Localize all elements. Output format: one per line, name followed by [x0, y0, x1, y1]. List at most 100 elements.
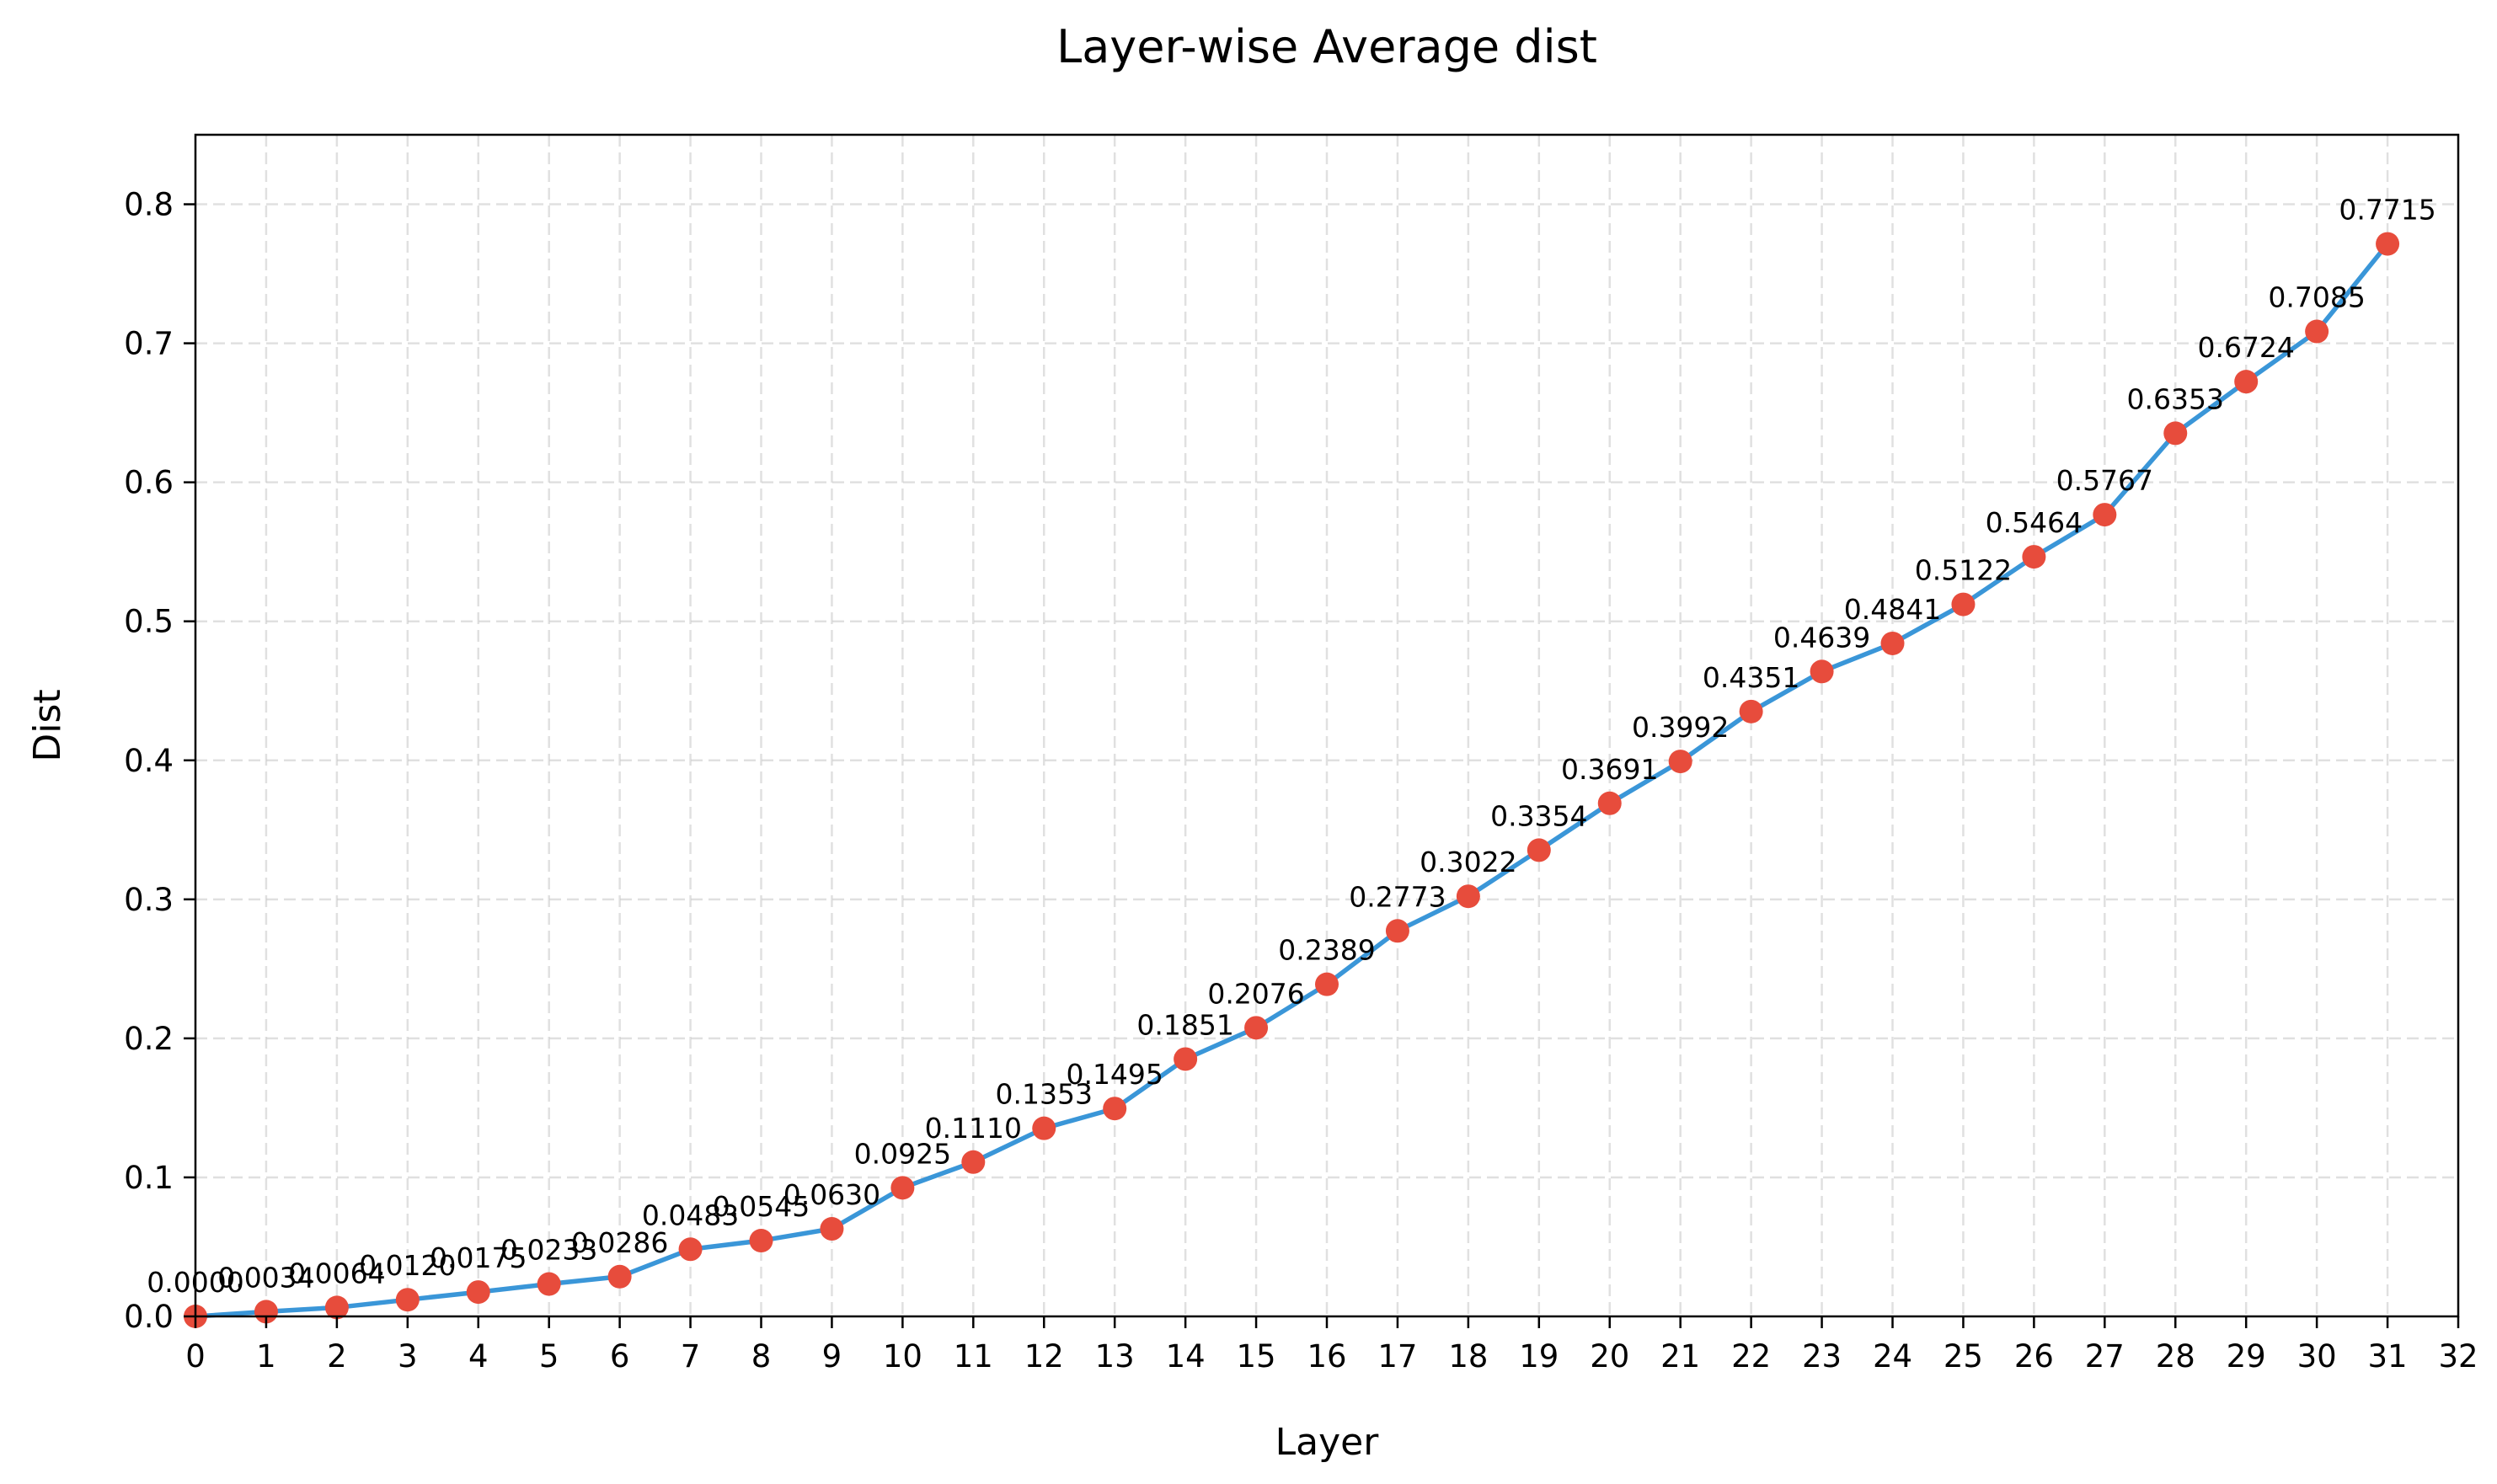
data-label: 0.0175	[430, 1241, 527, 1274]
data-label: 0.3022	[1420, 846, 1516, 878]
x-tick-label: 15	[1237, 1338, 1276, 1375]
x-tick-label: 25	[1944, 1338, 1983, 1375]
x-tick-label: 3	[398, 1338, 418, 1375]
data-label: 0.1851	[1136, 1008, 1233, 1041]
x-tick-label: 4	[468, 1338, 489, 1375]
x-tick-label: 7	[681, 1338, 701, 1375]
x-tick-label: 1	[256, 1338, 276, 1375]
data-point	[2163, 421, 2188, 446]
data-point	[2234, 370, 2259, 394]
data-label: 0.0286	[571, 1226, 668, 1259]
data-label: 0.0233	[500, 1234, 597, 1267]
data-label: 0.3354	[1490, 799, 1587, 832]
data-point	[1527, 838, 1551, 862]
x-tick-label: 23	[1802, 1338, 1842, 1375]
data-point	[1244, 1016, 1269, 1040]
data-label: 0.1353	[996, 1078, 1093, 1111]
data-label: 0.4639	[1773, 621, 1870, 654]
x-tick-label: 32	[2438, 1338, 2478, 1375]
x-tick-label: 0	[185, 1338, 206, 1375]
data-label: 0.0120	[359, 1249, 456, 1282]
x-tick-label: 31	[2368, 1338, 2408, 1375]
y-tick-label: 0.8	[124, 187, 174, 223]
y-tick-label: 0.4	[124, 743, 174, 779]
data-label: 0.0545	[713, 1190, 810, 1223]
x-tick-label: 29	[2227, 1338, 2266, 1375]
x-tick-label: 21	[1660, 1338, 1700, 1375]
data-point	[466, 1280, 490, 1305]
data-label: 0.7715	[2339, 194, 2436, 227]
data-label: 0.6724	[2197, 331, 2294, 364]
data-point	[1315, 972, 1339, 996]
x-tick-label: 26	[2014, 1338, 2054, 1375]
x-tick-label: 11	[954, 1338, 993, 1375]
data-point	[1032, 1116, 1056, 1140]
x-tick-label: 27	[2085, 1338, 2125, 1375]
y-tick-label: 0.0	[124, 1299, 174, 1335]
data-label: 0.5122	[1915, 554, 2012, 587]
data-point	[1668, 750, 1692, 774]
data-label: 0.5464	[1986, 506, 2083, 539]
data-point	[395, 1288, 420, 1312]
data-label: 0.2076	[1207, 977, 1304, 1010]
axis-ticks: 0 1 2 3 4 5 6 7 8 9 10 11 12 13 14 15 16 17 18 19 20 21 22 23 24…	[124, 187, 2478, 1375]
x-tick-label: 5	[539, 1338, 559, 1375]
x-tick-label: 17	[1377, 1338, 1417, 1375]
data-point	[324, 1295, 349, 1320]
data-point	[1385, 919, 1409, 943]
data-label: 0.3691	[1561, 753, 1658, 786]
data-label: 0.0064	[288, 1257, 385, 1289]
data-point	[2093, 503, 2117, 527]
x-tick-label: 19	[1519, 1338, 1559, 1375]
data-label: 0.2773	[1349, 880, 1446, 913]
x-tick-label: 16	[1307, 1338, 1346, 1375]
data-point	[1739, 699, 1763, 723]
x-tick-label: 28	[2156, 1338, 2195, 1375]
data-label: 0.5767	[2056, 464, 2153, 497]
data-label: 0.0483	[642, 1198, 739, 1231]
data-point	[1810, 659, 1834, 684]
x-tick-label: 2	[327, 1338, 347, 1375]
x-tick-label: 6	[610, 1338, 630, 1375]
data-label: 0.4351	[1703, 661, 1799, 694]
chart-title: Layer-wise Average dist	[1056, 20, 1597, 73]
x-tick-label: 14	[1166, 1338, 1206, 1375]
data-point	[749, 1229, 773, 1253]
x-tick-label: 18	[1448, 1338, 1488, 1375]
y-tick-label: 0.1	[124, 1160, 174, 1196]
y-tick-label: 0.2	[124, 1021, 174, 1057]
data-point	[607, 1264, 632, 1289]
data-label: 0.0000	[147, 1266, 243, 1299]
x-tick-label: 13	[1095, 1338, 1135, 1375]
x-axis-title: Layer	[1275, 1421, 1380, 1464]
data-label: 0.0925	[854, 1137, 951, 1170]
x-tick-label: 30	[2297, 1338, 2337, 1375]
y-tick-label: 0.6	[124, 465, 174, 501]
data-point	[1103, 1097, 1127, 1121]
data-label: 0.1495	[1066, 1058, 1163, 1091]
data-label: 0.4841	[1844, 593, 1941, 626]
data-point	[254, 1300, 278, 1324]
data-point	[890, 1176, 915, 1200]
data-point	[1456, 884, 1480, 909]
data-point	[2305, 319, 2329, 344]
data-point	[2022, 545, 2046, 569]
x-tick-label: 22	[1731, 1338, 1771, 1375]
data-point	[678, 1237, 703, 1262]
y-tick-label: 0.3	[124, 882, 174, 918]
x-tick-label: 10	[883, 1338, 922, 1375]
x-tick-label: 8	[751, 1338, 772, 1375]
data-point	[1174, 1047, 1198, 1071]
x-tick-label: 20	[1590, 1338, 1629, 1375]
data-point	[961, 1150, 986, 1174]
data-label: 0.3992	[1632, 711, 1729, 744]
data-label: 0.2389	[1278, 934, 1375, 967]
series-layer	[184, 232, 2400, 1328]
y-tick-label: 0.5	[124, 604, 174, 640]
data-label: 0.0034	[217, 1261, 314, 1294]
data-point	[2376, 232, 2400, 256]
data-point	[1951, 592, 1976, 617]
